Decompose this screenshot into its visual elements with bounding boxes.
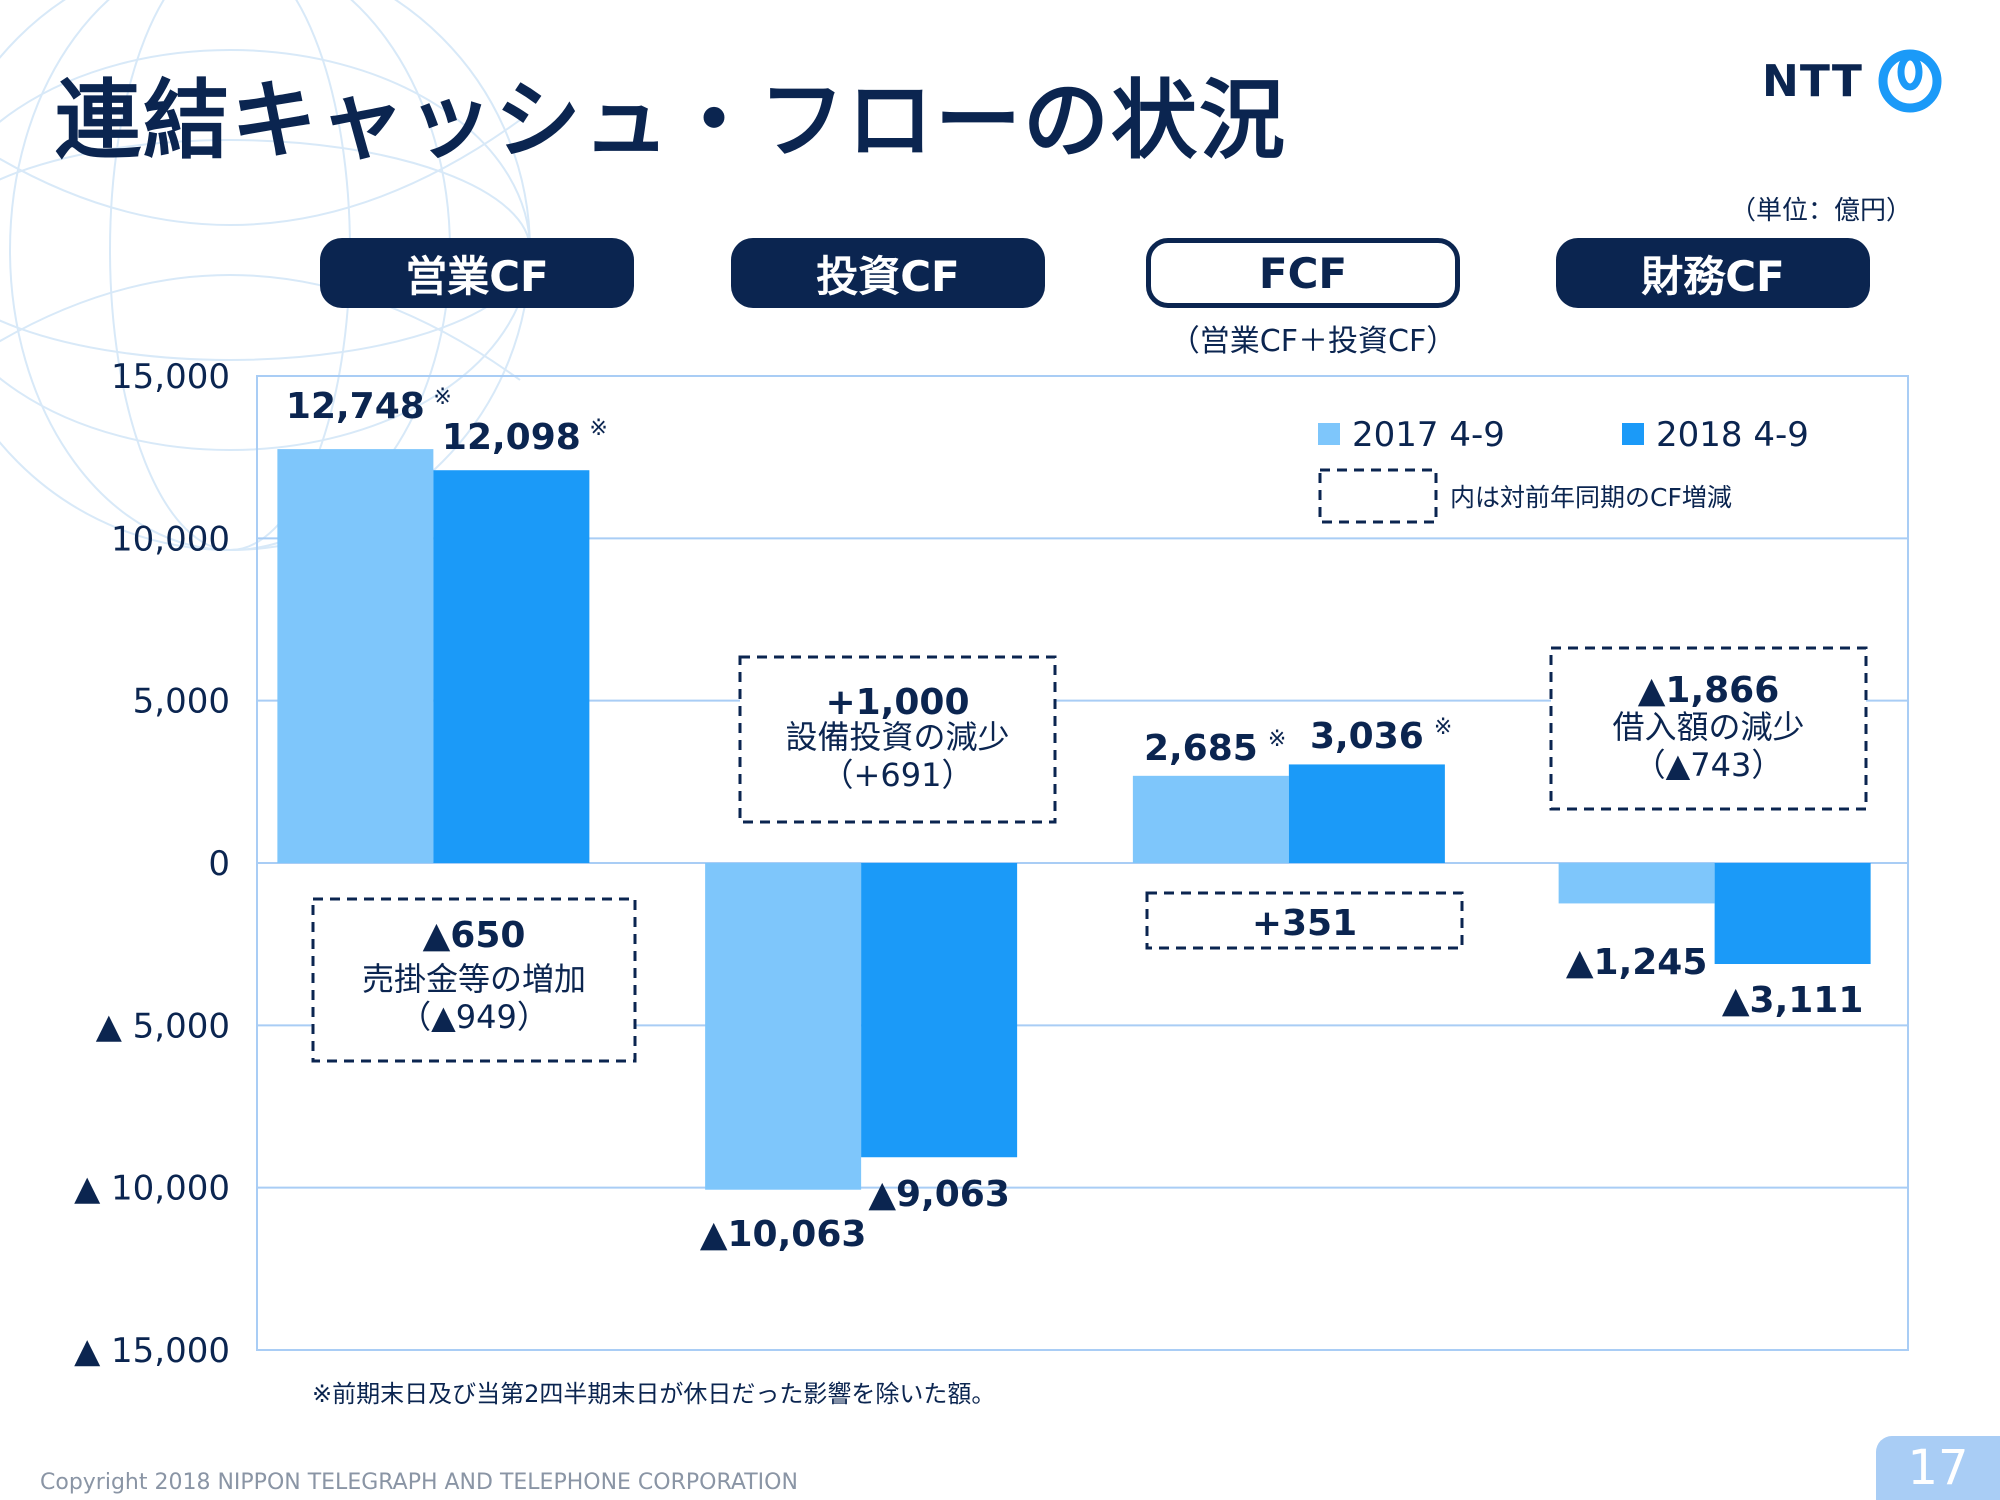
page-number: 17	[1876, 1436, 2000, 1500]
annotation-text: （+691）	[822, 756, 974, 794]
data-label: 3,036	[1310, 716, 1424, 757]
legend-label: 2017 4-9	[1352, 415, 1505, 455]
logo-text: NTT	[1762, 55, 1863, 107]
bar	[433, 470, 590, 863]
category-investing-cf: 投資CF	[731, 238, 1045, 308]
annotation-text: 売掛金等の増加	[362, 960, 586, 998]
legend-swatch	[1318, 423, 1340, 445]
bar	[705, 863, 862, 1190]
category-label: 営業CF	[405, 251, 549, 301]
annotation-text: +1,000	[825, 682, 969, 723]
legend-swatch	[1622, 423, 1644, 445]
cash-flow-chart: 15,000 10,000 5,000 0 ▲ 5,000 ▲ 10,000 ▲ 15,00…	[74, 357, 1909, 1371]
data-label-mark: ※	[1434, 715, 1452, 740]
ntt-logo-icon	[1878, 49, 1942, 113]
fcf-subtitle: （営業CF＋投資CF）	[1169, 324, 1457, 359]
data-label: ▲9,063	[868, 1174, 1010, 1215]
category-label: 投資CF	[816, 251, 960, 301]
legend-label: 2018 4-9	[1656, 415, 1809, 455]
category-financing-cf: 財務CF	[1556, 238, 1870, 308]
data-label-mark: ※	[589, 416, 607, 441]
annotation-text: +351	[1252, 903, 1357, 944]
data-label: ▲10,063	[700, 1214, 867, 1255]
category-fcf: FCF	[1146, 238, 1460, 308]
bar	[861, 863, 1018, 1158]
y-tick-label: 5,000	[133, 682, 230, 722]
category-label: 財務CF	[1641, 251, 1785, 301]
unit-label: （単位：億円）	[1729, 196, 1912, 226]
annotation-box	[1549, 646, 1868, 811]
bar	[1288, 764, 1445, 863]
page-title: 連結キャッシュ・フローの状況	[55, 71, 1287, 171]
data-label-mark: ※	[433, 385, 451, 410]
data-label: ▲1,245	[1566, 942, 1708, 983]
annotation-text: 借入額の減少	[1612, 708, 1804, 746]
y-tick-label: ▲ 10,000	[74, 1169, 230, 1209]
y-tick-label: ▲ 15,000	[74, 1331, 230, 1371]
copyright: Copyright 2018 NIPPON TELEGRAPH AND TELE…	[40, 1470, 798, 1495]
bar	[1132, 775, 1289, 863]
y-tick-label: 15,000	[111, 357, 230, 397]
data-label: 12,098	[442, 417, 581, 458]
annotation-text: （▲743）	[1634, 746, 1784, 784]
footnote: ※前期末日及び当第2四半期末日が休日だった影響を除いた額。	[312, 1380, 996, 1408]
bar	[277, 449, 434, 863]
annotation-text: 設備投資の減少	[785, 718, 1009, 756]
category-operating-cf: 営業CF	[320, 238, 634, 308]
ntt-logo: NTT	[1762, 48, 1943, 114]
data-label: ▲3,111	[1722, 980, 1864, 1021]
y-tick-label: ▲ 5,000	[96, 1006, 230, 1046]
y-tick-label: 0	[208, 844, 230, 884]
legend-dashed-box	[1318, 468, 1438, 524]
annotation-text: （▲949）	[399, 998, 549, 1036]
annotation-text: ▲1,866	[1638, 670, 1780, 711]
annotation-box	[738, 655, 1057, 824]
annotation-box	[311, 897, 637, 1063]
bar	[1714, 863, 1871, 965]
data-label: 12,748	[286, 386, 425, 427]
legend-note: 内は対前年同期のCF増減	[1450, 483, 1732, 512]
bar	[1558, 863, 1715, 904]
y-tick-label: 10,000	[111, 519, 230, 559]
annotation-box	[1145, 891, 1464, 950]
category-label: FCF	[1258, 248, 1348, 298]
data-label-mark: ※	[1268, 727, 1286, 752]
annotation-text: ▲650	[423, 915, 526, 956]
data-label: 2,685	[1144, 728, 1258, 769]
